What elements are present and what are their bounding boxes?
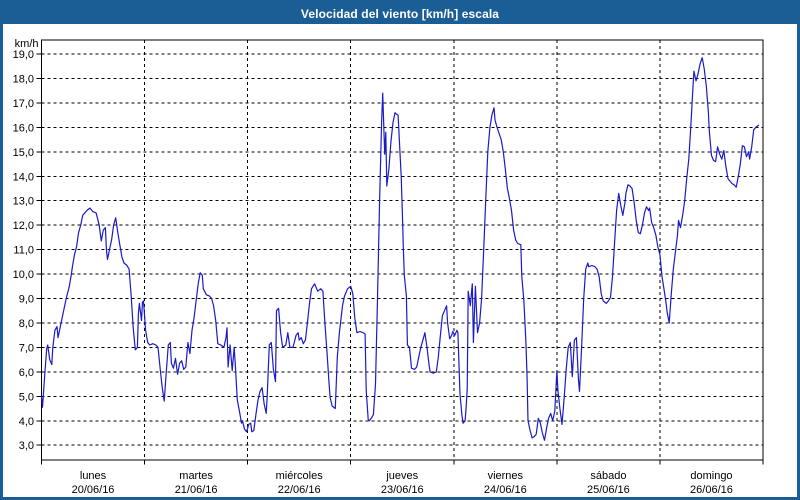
wind-speed-series bbox=[40, 57, 760, 441]
y-tick-label: 8,0 bbox=[19, 318, 34, 330]
x-day-date: 20/06/16 bbox=[72, 484, 115, 496]
wind-speed-chart: 3,0 4,0 5,0 6,0 7,0 8,0 9,0 10,0 11,0 12,0 13,0 14,… bbox=[13, 38, 764, 496]
x-day-date: 22/06/16 bbox=[278, 484, 321, 496]
plot-border bbox=[41, 39, 764, 461]
y-tick-label: 10,0 bbox=[13, 269, 34, 281]
y-tick-label: 18,0 bbox=[13, 73, 34, 85]
x-day-name: miércoles bbox=[276, 470, 324, 482]
y-tick-label: 19,0 bbox=[13, 49, 34, 61]
x-day-date: 23/06/16 bbox=[381, 484, 424, 496]
y-tick-label: 14,0 bbox=[13, 171, 34, 183]
y-tick-label: 5,0 bbox=[19, 391, 34, 403]
x-day-date: 25/06/16 bbox=[587, 484, 630, 496]
chart-area: 3,0 4,0 5,0 6,0 7,0 8,0 9,0 10,0 11,0 12,0 13,0 14,… bbox=[3, 24, 797, 497]
x-day-date: 26/06/16 bbox=[690, 484, 733, 496]
y-tick-label: 17,0 bbox=[13, 98, 34, 110]
x-day-date: 24/06/16 bbox=[484, 484, 527, 496]
y-tick-label: 15,0 bbox=[13, 147, 34, 159]
x-day-name: sábado bbox=[590, 470, 626, 482]
y-tick-label: 7,0 bbox=[19, 342, 34, 354]
y-tick-label: 12,0 bbox=[13, 220, 34, 232]
y-tick-label: 13,0 bbox=[13, 196, 34, 208]
x-day-name: domingo bbox=[690, 470, 732, 482]
x-day-date: 21/06/16 bbox=[175, 484, 218, 496]
y-tick-label: 4,0 bbox=[19, 416, 34, 428]
y-tick-label: 9,0 bbox=[19, 294, 34, 306]
window-title: Velocidad del viento [km/h] escala bbox=[300, 6, 500, 21]
y-tick-label: 11,0 bbox=[13, 245, 34, 257]
y-tick-label: 16,0 bbox=[13, 122, 34, 134]
y-tick-label: 6,0 bbox=[19, 367, 34, 379]
title-bar: Velocidad del viento [km/h] escala bbox=[3, 3, 797, 24]
x-day-name: viernes bbox=[488, 470, 524, 482]
x-day-name: jueves bbox=[385, 470, 418, 482]
y-tick-label: 3,0 bbox=[19, 440, 34, 452]
y-axis-unit-label: km/h bbox=[15, 38, 39, 50]
x-day-name: martes bbox=[179, 470, 213, 482]
x-day-name: lunes bbox=[80, 470, 107, 482]
